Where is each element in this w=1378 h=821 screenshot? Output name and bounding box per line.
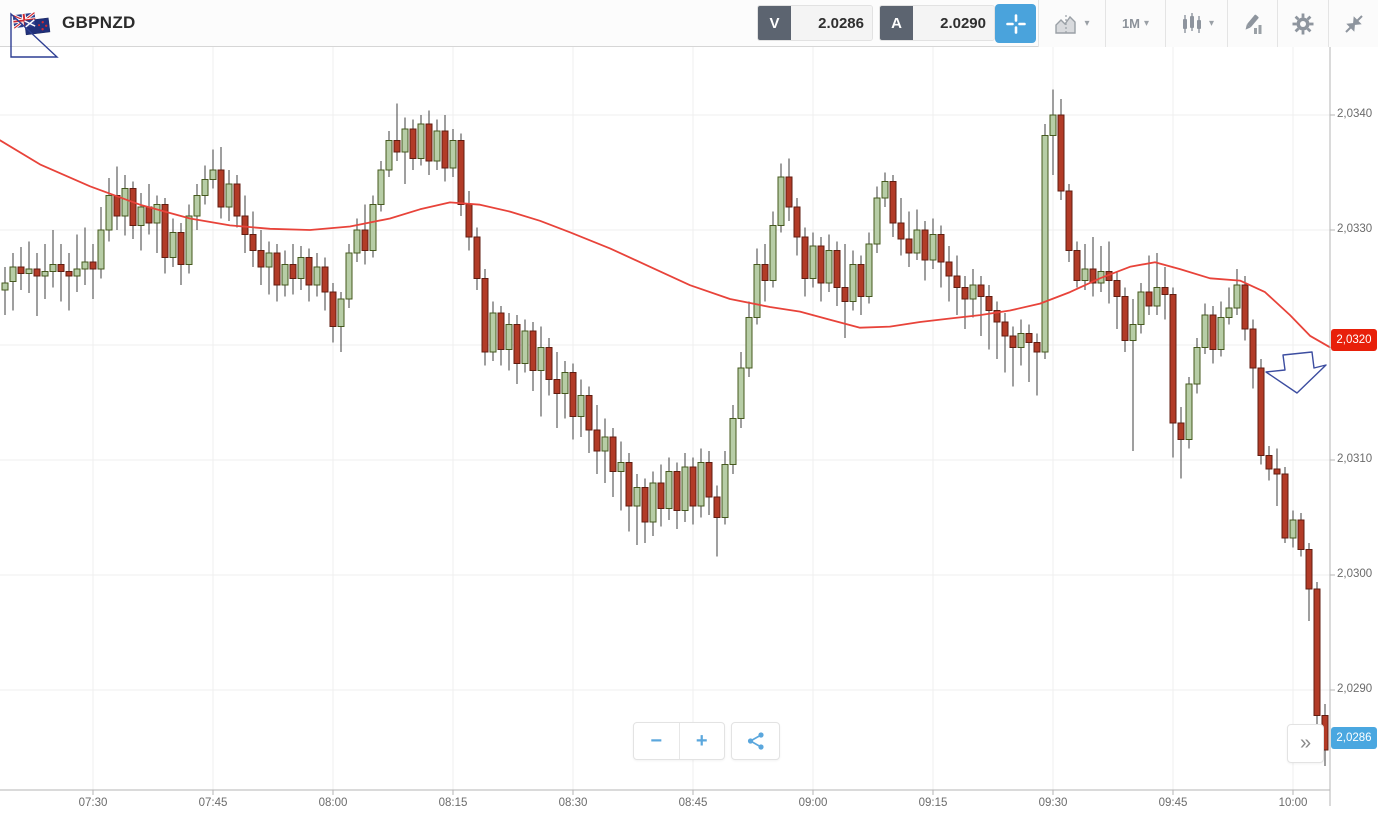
draw-tools-button[interactable] bbox=[1227, 0, 1277, 47]
time-axis-label: 08:45 bbox=[678, 797, 708, 809]
bid-price: 2.0286 bbox=[791, 6, 872, 40]
share-button[interactable] bbox=[731, 722, 780, 760]
time-axis-label: 09:15 bbox=[918, 797, 948, 809]
chevron-down-icon: ▾ bbox=[1144, 17, 1150, 29]
time-axis-label: 08:30 bbox=[558, 797, 588, 809]
sell-bid-button[interactable]: V 2.0286 bbox=[757, 5, 873, 41]
candles-layer bbox=[1, 89, 1329, 766]
display-style-button[interactable]: ▾ bbox=[1165, 0, 1227, 47]
area-chart-icon bbox=[1055, 14, 1077, 34]
time-axis-label: 09:00 bbox=[798, 797, 828, 809]
expand-panel-button[interactable]: » bbox=[1287, 724, 1324, 763]
timeframe-button[interactable]: 1M ▾ bbox=[1105, 0, 1165, 47]
last-price-badge: 2,0286 bbox=[1331, 727, 1377, 749]
candlesticks-icon bbox=[1182, 12, 1201, 33]
zoom-in-button[interactable]: + bbox=[695, 729, 708, 752]
cursor-triangle-annotation[interactable] bbox=[10, 12, 59, 58]
bid-tag: V bbox=[758, 6, 791, 40]
top-toolbar: GBPNZD V 2.0286 A 2.0290 ▾ 1M ▾ bbox=[0, 0, 1378, 47]
time-axis-label: 08:00 bbox=[318, 797, 348, 809]
zoom-controls: − + bbox=[633, 722, 725, 760]
zoom-out-button[interactable]: − bbox=[634, 723, 680, 759]
time-axis-label: 07:30 bbox=[78, 797, 108, 809]
down-arrow-annotation[interactable] bbox=[1265, 351, 1327, 394]
moving-average-line bbox=[0, 139, 1331, 349]
timeframe-label: 1M bbox=[1121, 16, 1141, 31]
crosshair-icon bbox=[1005, 13, 1026, 34]
collapse-icon bbox=[1344, 14, 1363, 33]
currency-pair-flags-icon bbox=[12, 11, 56, 39]
symbol-title: GBPNZD bbox=[62, 13, 136, 32]
price-axis-label: 2,0330 bbox=[1337, 223, 1373, 235]
price-axis-label: 2,0340 bbox=[1337, 108, 1373, 120]
marker-icon bbox=[1245, 14, 1261, 34]
settings-button[interactable] bbox=[1277, 0, 1328, 47]
gridlines bbox=[0, 47, 1330, 790]
ask-price: 2.0290 bbox=[913, 6, 994, 40]
time-axis-label: 10:00 bbox=[1278, 797, 1308, 809]
ask-tag: A bbox=[880, 6, 913, 40]
collapse-chart-button[interactable] bbox=[1328, 0, 1378, 47]
chevron-down-icon: ▾ bbox=[1084, 17, 1090, 29]
ma-price-badge: 2,0320 bbox=[1331, 329, 1377, 351]
time-axis-label: 07:45 bbox=[198, 797, 228, 809]
time-axis-label: 08:15 bbox=[438, 797, 468, 809]
nz-flag-icon bbox=[24, 17, 51, 36]
chevron-down-icon: ▾ bbox=[1208, 17, 1215, 29]
chart-type-button[interactable]: ▾ bbox=[1038, 0, 1105, 47]
crosshair-button[interactable] bbox=[995, 4, 1036, 43]
buy-ask-button[interactable]: A 2.0290 bbox=[879, 5, 995, 41]
axis-frame bbox=[0, 47, 1335, 806]
share-icon bbox=[747, 732, 764, 750]
time-axis-label: 09:30 bbox=[1038, 797, 1068, 809]
gear-icon bbox=[1292, 13, 1314, 34]
price-axis-label: 2,0300 bbox=[1337, 568, 1373, 580]
time-axis-label: 09:45 bbox=[1158, 797, 1188, 809]
price-axis-label: 2,0290 bbox=[1337, 683, 1373, 695]
price-axis-label: 2,0310 bbox=[1337, 453, 1373, 465]
